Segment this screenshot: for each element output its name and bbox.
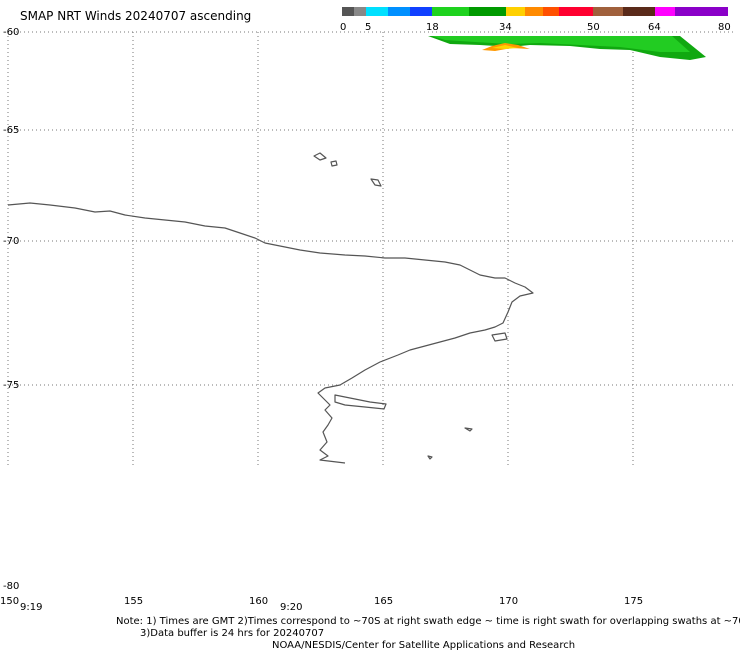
colorbar-tick-6: 80 bbox=[718, 22, 731, 33]
colorbar-tick-5: 64 bbox=[648, 22, 661, 33]
coastline bbox=[7, 152, 534, 464]
colorbar-segment-12 bbox=[623, 7, 655, 16]
colorbar-segment-11 bbox=[593, 7, 623, 16]
colorbar-segment-8 bbox=[525, 7, 543, 16]
lon-label-175: 175 bbox=[624, 596, 643, 607]
swath-time-2: 9:20 bbox=[280, 602, 302, 613]
lat-label-70: -70 bbox=[3, 236, 19, 247]
colorbar-tick-2: 18 bbox=[426, 22, 439, 33]
lon-label-155: 155 bbox=[124, 596, 143, 607]
colorbar-segment-14 bbox=[675, 7, 728, 16]
colorbar-segment-6 bbox=[469, 7, 506, 16]
colorbar-tick-4: 50 bbox=[587, 22, 600, 33]
lat-label-80: -80 bbox=[3, 581, 19, 592]
coastline-main bbox=[7, 202, 534, 464]
note-line-1: Note: 1) Times are GMT 2)Times correspon… bbox=[116, 616, 740, 627]
colorbar-segment-10 bbox=[559, 7, 593, 16]
colorbar-segment-13 bbox=[655, 7, 675, 16]
lon-label-160: 160 bbox=[249, 596, 268, 607]
colorbar-tick-1: 5 bbox=[365, 22, 371, 33]
colorbar-segment-5 bbox=[432, 7, 469, 16]
wind-swath bbox=[428, 36, 706, 60]
lon-label-150: 150 bbox=[0, 596, 19, 607]
coastline-inner-shelf bbox=[334, 394, 387, 410]
colorbar-segment-2 bbox=[366, 7, 388, 16]
credit-line: NOAA/NESDIS/Center for Satellite Applica… bbox=[272, 640, 576, 651]
lon-label-165: 165 bbox=[374, 596, 393, 607]
lat-label-60: -60 bbox=[3, 27, 19, 38]
colorbar-segment-7 bbox=[506, 7, 525, 16]
colorbar-segment-4 bbox=[410, 7, 432, 16]
island-3 bbox=[370, 178, 382, 187]
colorbar-segment-1 bbox=[354, 7, 366, 16]
swath-time-1: 9:19 bbox=[20, 602, 42, 613]
swath-inner bbox=[432, 36, 690, 52]
island-1 bbox=[313, 152, 327, 161]
colorbar-segment-9 bbox=[543, 7, 559, 16]
swath-peak-core bbox=[492, 45, 518, 49]
map-title: SMAP NRT Winds 20240707 ascending bbox=[20, 9, 251, 23]
island-4 bbox=[464, 427, 473, 432]
lat-label-75: -75 bbox=[3, 380, 19, 391]
graticule bbox=[7, 31, 735, 465]
lon-label-170: 170 bbox=[499, 596, 518, 607]
island-5 bbox=[427, 455, 433, 460]
colorbar-segment-3 bbox=[388, 7, 410, 16]
colorbar-tick-0: 0 bbox=[340, 22, 346, 33]
colorbar: 0 5 18 34 50 64 80 bbox=[340, 7, 731, 33]
island-2 bbox=[330, 160, 338, 167]
coastline-cape bbox=[491, 332, 508, 342]
colorbar-tick-3: 34 bbox=[499, 22, 512, 33]
colorbar-segment-0 bbox=[342, 7, 354, 16]
note-line-2: 3)Data buffer is 24 hrs for 20240707 bbox=[140, 628, 325, 639]
lat-label-65: -65 bbox=[3, 125, 19, 136]
